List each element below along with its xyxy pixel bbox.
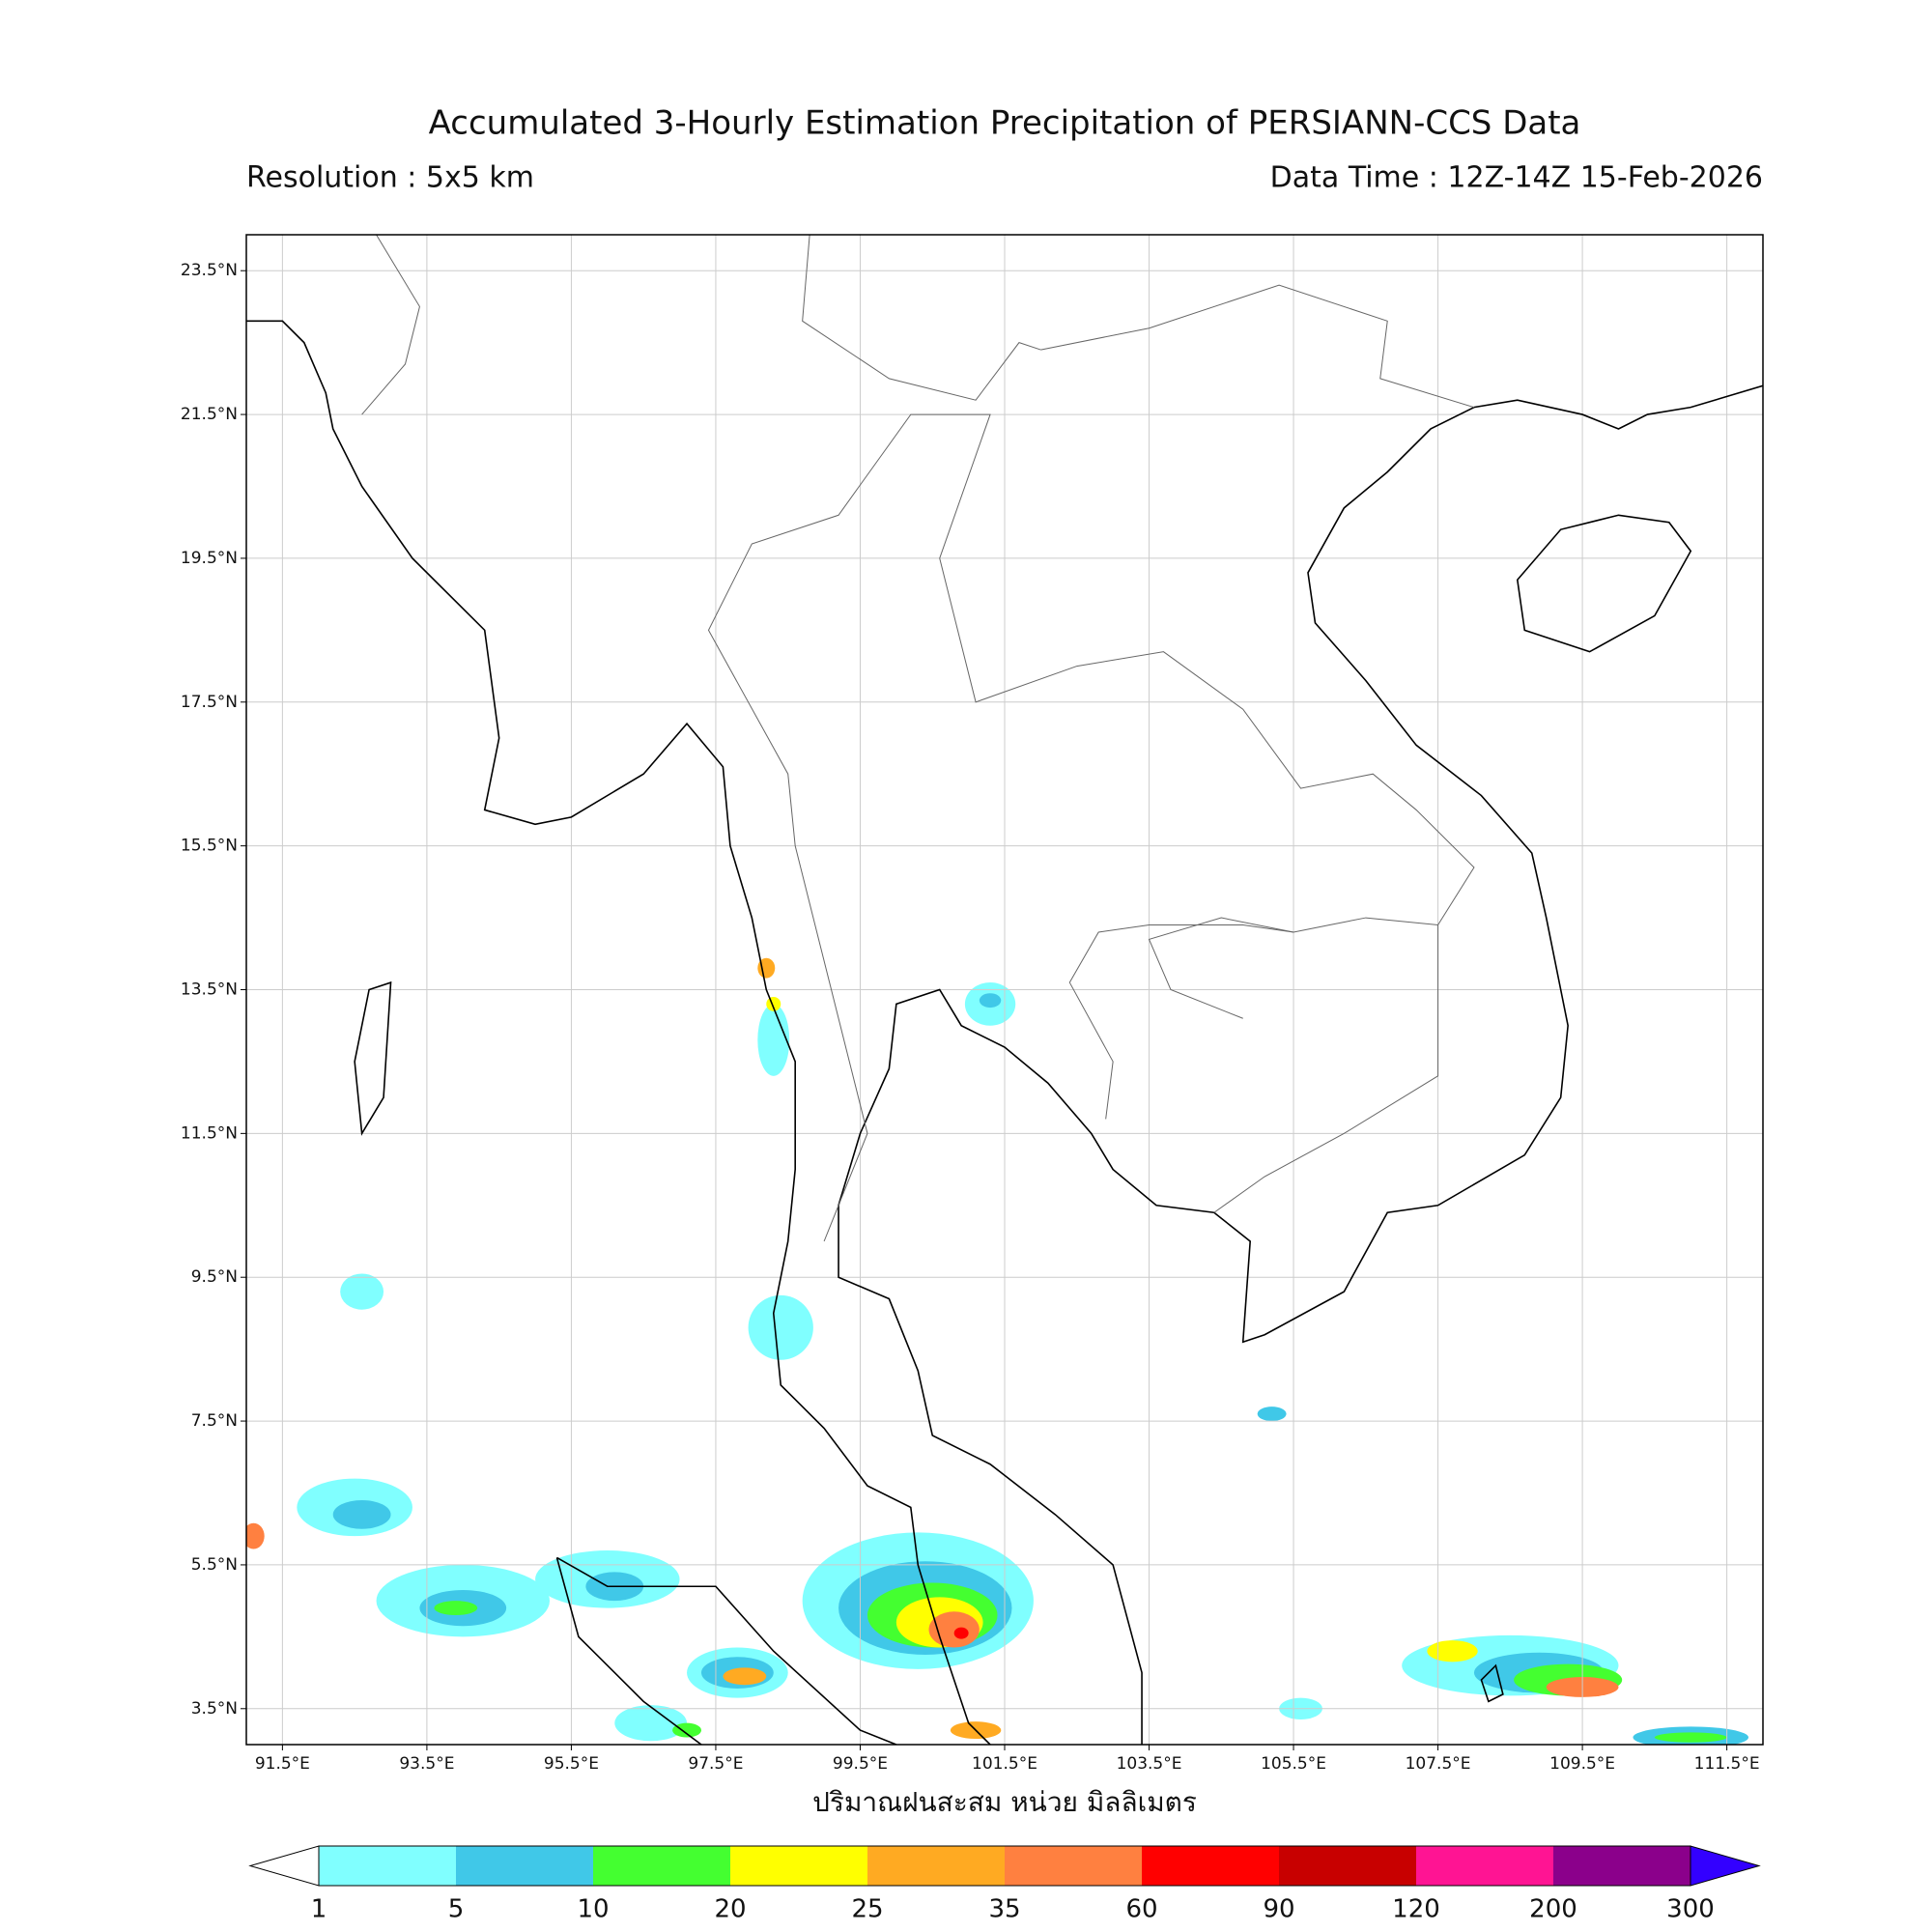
rain-patch	[1654, 1732, 1727, 1743]
colorbar-label: 120	[1392, 1895, 1440, 1924]
rain-patch	[748, 1294, 813, 1360]
coastline	[246, 320, 991, 1745]
rain-patch	[332, 1499, 391, 1529]
lon-tick-label: 97.5°E	[688, 1754, 743, 1774]
colorbar-segment	[1553, 1846, 1690, 1886]
data-time: Data Time : 12Z-14Z 15-Feb-2026	[1270, 161, 1763, 195]
island	[1480, 1663, 1504, 1703]
lat-tick-label: 23.5°N	[181, 261, 238, 280]
colorbar-segment	[1142, 1846, 1279, 1886]
coastline	[555, 1557, 702, 1745]
lon-tick-label: 93.5°E	[399, 1754, 454, 1774]
border	[1040, 284, 1475, 409]
lon-tick-label: 99.5°E	[833, 1754, 888, 1774]
lon-tick-label: 91.5°E	[255, 1754, 310, 1774]
colorbar-label: 20	[714, 1895, 746, 1924]
colorbar-segment	[456, 1846, 593, 1886]
rain-patch	[1257, 1406, 1287, 1422]
map: 91.5°E 93.5°E 95.5°E 97.5°E 99.5°E 101.5°E 103…	[181, 234, 1764, 1774]
lon-tick-label: 101.5°E	[972, 1754, 1037, 1774]
border	[1213, 924, 1439, 1213]
rain-patch	[723, 1667, 767, 1686]
rain-patch	[340, 1273, 384, 1310]
lat-tick-label: 5.5°N	[191, 1555, 238, 1575]
colorbar-segment	[1416, 1846, 1553, 1886]
colorbar-label: 90	[1263, 1895, 1294, 1924]
lat-tick-label: 7.5°N	[191, 1411, 238, 1431]
lat-tick-label: 9.5°N	[191, 1267, 238, 1287]
colorbar-under	[248, 1845, 320, 1887]
colorbar-segment	[319, 1846, 456, 1886]
island	[354, 980, 392, 1136]
colorbar-segment	[1005, 1846, 1142, 1886]
colorbar-label: 5	[448, 1895, 465, 1924]
rain-patch	[757, 957, 776, 979]
lat-tick-label: 17.5°N	[181, 693, 238, 712]
border	[361, 235, 420, 415]
colorbar-segment	[730, 1846, 867, 1886]
colorbar-segment	[867, 1846, 1005, 1886]
coastline	[838, 384, 1763, 1745]
x-label: ปริมาณฝนสะสม หน่วย มิลลิเมตร	[812, 1786, 1197, 1818]
border	[802, 235, 1041, 401]
colorbar-label: 200	[1529, 1895, 1577, 1924]
lat-tick-label: 11.5°N	[181, 1123, 238, 1143]
colorbar-label: 25	[851, 1895, 883, 1924]
colorbar-label: 60	[1125, 1895, 1157, 1924]
lat-tick-label: 15.5°N	[181, 837, 238, 856]
rain-patch	[672, 1722, 701, 1738]
lon-tick-label: 109.5°E	[1549, 1754, 1615, 1774]
colorbar-label: 10	[577, 1895, 609, 1924]
lon-tick-label: 111.5°E	[1694, 1754, 1760, 1774]
island	[1516, 514, 1692, 653]
rain-patch	[1427, 1640, 1478, 1662]
resolution: Resolution : 5x5 km	[246, 161, 534, 195]
lon-tick-label: 107.5°E	[1406, 1754, 1471, 1774]
rain-patch	[757, 1004, 790, 1076]
colorbar-over	[1690, 1845, 1761, 1887]
lat-tick-label: 3.5°N	[191, 1699, 238, 1719]
lon-tick-label: 103.5°E	[1117, 1754, 1182, 1774]
colorbar-segment	[1279, 1846, 1416, 1886]
colorbar: 1 5 10 20 25 35 60 90 120 200 300	[248, 1845, 1761, 1924]
lon-tick-label: 105.5°E	[1261, 1754, 1326, 1774]
title: Accumulated 3-Hourly Estimation Precipit…	[429, 104, 1581, 143]
colorbar-label: 35	[988, 1895, 1020, 1924]
lat-tick-label: 19.5°N	[181, 549, 238, 568]
colorbar-label: 1	[311, 1895, 327, 1924]
colorbar-segment	[593, 1846, 730, 1886]
rain-patch	[979, 993, 1002, 1009]
colorbar-frame	[318, 1845, 1691, 1887]
rain-patch	[928, 1611, 980, 1648]
rain-patch	[953, 1627, 969, 1639]
rain-patch	[614, 1705, 688, 1742]
lat-tick-label: 21.5°N	[181, 405, 238, 424]
coastline	[556, 1556, 897, 1745]
lon-tick-label: 95.5°E	[544, 1754, 599, 1774]
rain-patch	[246, 1522, 265, 1549]
colorbar-label: 300	[1666, 1895, 1715, 1924]
border	[1068, 924, 1294, 1120]
rain-patch	[434, 1601, 478, 1616]
lat-tick-label: 13.5°N	[181, 980, 238, 1000]
border	[707, 413, 1475, 1242]
map-content	[246, 235, 1763, 1745]
